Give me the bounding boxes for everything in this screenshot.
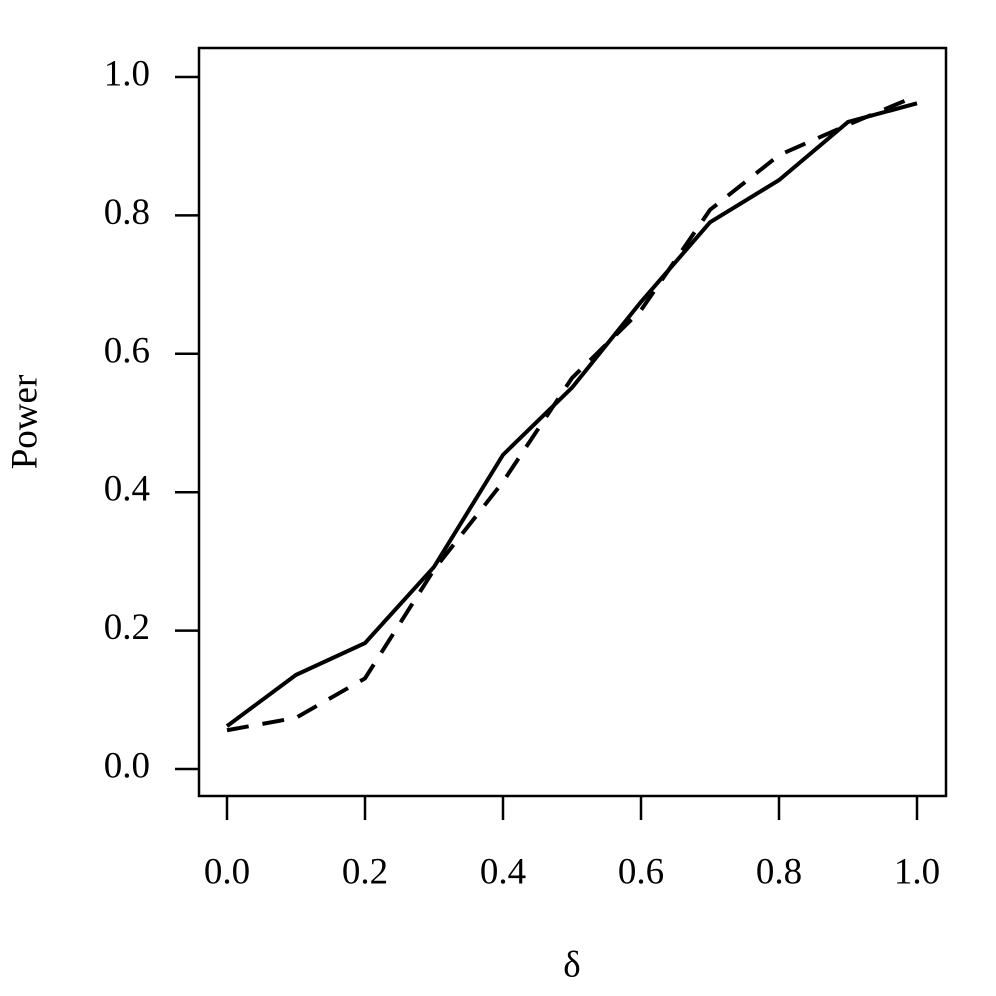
y-tick-label: 1.0 — [104, 53, 150, 94]
y-tick-label: 0.4 — [104, 469, 150, 510]
series-line — [226, 93, 918, 733]
x-tick-label: 0.2 — [342, 851, 388, 892]
x-tick-label: 0.0 — [204, 851, 250, 892]
x-tick-label: 0.8 — [756, 851, 802, 892]
y-axis-label: Power — [4, 375, 45, 470]
y-tick-label: 0.6 — [104, 330, 150, 371]
x-tick-label: 1.0 — [894, 851, 940, 892]
y-tick-label: 0.8 — [104, 192, 150, 233]
y-tick-label: 0.0 — [104, 745, 150, 786]
y-tick-label: 0.2 — [104, 607, 150, 648]
x-tick-label: 0.4 — [480, 851, 526, 892]
x-axis-label: δ — [563, 944, 580, 985]
plot-frame — [197, 46, 948, 798]
series-line — [225, 101, 918, 728]
x-tick-label: 0.6 — [618, 851, 664, 892]
